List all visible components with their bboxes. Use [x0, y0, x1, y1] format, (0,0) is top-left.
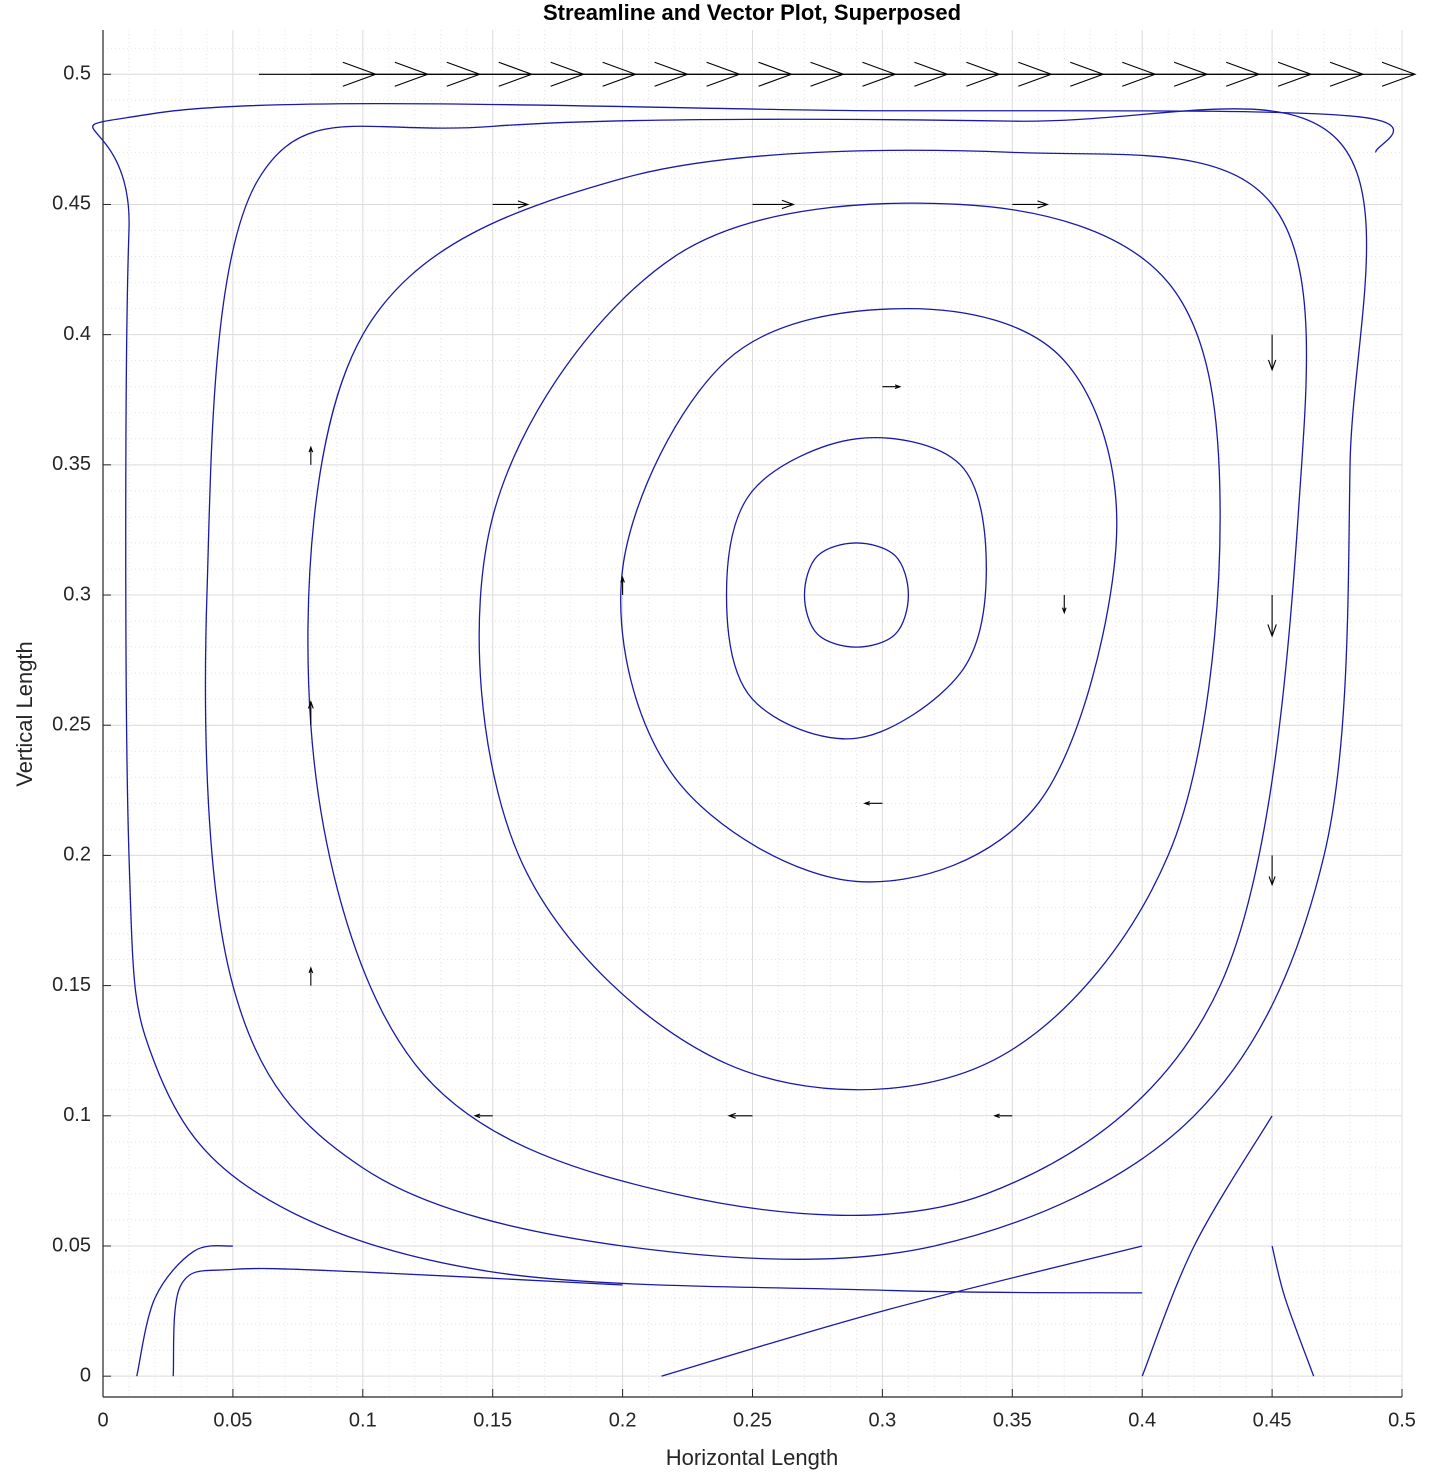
y-tick-label: 0 [80, 1364, 91, 1386]
vector-arrow [473, 1113, 493, 1119]
vector-arrow [1298, 61, 1417, 87]
x-tick-label: 0.1 [349, 1409, 377, 1431]
x-tick-label: 0.5 [1388, 1409, 1416, 1431]
streamline [661, 1245, 1143, 1377]
vector-arrow [727, 1112, 753, 1119]
streamline [1271, 1245, 1315, 1377]
x-tick-label: 0.4 [1128, 1409, 1156, 1431]
x-tick-label: 0.25 [733, 1409, 772, 1431]
vector-arrow [620, 575, 625, 596]
vector-arrow [308, 445, 314, 465]
vector-arrow [1267, 595, 1277, 638]
y-tick-label: 0.05 [52, 1234, 91, 1256]
y-tick-label: 0.15 [52, 974, 91, 996]
y-tick-label: 0.25 [52, 713, 91, 735]
x-axis-label: Horizontal Length [666, 1445, 838, 1470]
y-tick-label: 0.35 [52, 453, 91, 475]
streamline [725, 437, 987, 740]
vector-arrow [1268, 855, 1276, 887]
vector-arrow [1012, 200, 1049, 209]
vector-arrow [993, 1113, 1013, 1119]
x-tick-label: 0.05 [213, 1409, 252, 1431]
streamline [172, 1267, 623, 1377]
vector-arrow [863, 801, 883, 806]
x-tick-label: 0.35 [993, 1409, 1032, 1431]
streamline [1141, 1115, 1273, 1377]
y-tick-label: 0.1 [63, 1104, 91, 1126]
x-tick-label: 0.2 [609, 1409, 637, 1431]
vector-arrow [307, 700, 314, 726]
chart-title: Streamline and Vector Plot, Superposed [543, 0, 961, 25]
streamline [136, 1245, 233, 1377]
streamline [307, 149, 1308, 1216]
y-tick-label: 0.4 [63, 323, 91, 345]
grid [102, 30, 1403, 1397]
y-tick-label: 0.3 [63, 583, 91, 605]
vector-arrow [752, 199, 796, 210]
streamline [92, 102, 1395, 1294]
vector-arrow [308, 966, 314, 986]
streamline [478, 202, 1221, 1091]
vector-arrow [1267, 334, 1277, 372]
streamline [620, 307, 1118, 883]
vector-arrow [492, 200, 530, 209]
vector-arrow [882, 384, 902, 390]
y-tick-label: 0.5 [63, 63, 91, 85]
y-axis-label: Vertical Length [12, 641, 37, 787]
y-tick-label: 0.45 [52, 193, 91, 215]
vector-arrow [1061, 595, 1067, 615]
x-tick-label: 0.45 [1253, 1409, 1292, 1431]
streamline [803, 542, 910, 648]
y-tick-label: 0.2 [63, 844, 91, 866]
x-tick-label: 0 [97, 1409, 108, 1431]
x-tick-label: 0.15 [473, 1409, 512, 1431]
x-tick-label: 0.3 [868, 1409, 896, 1431]
streamline [204, 108, 1368, 1260]
